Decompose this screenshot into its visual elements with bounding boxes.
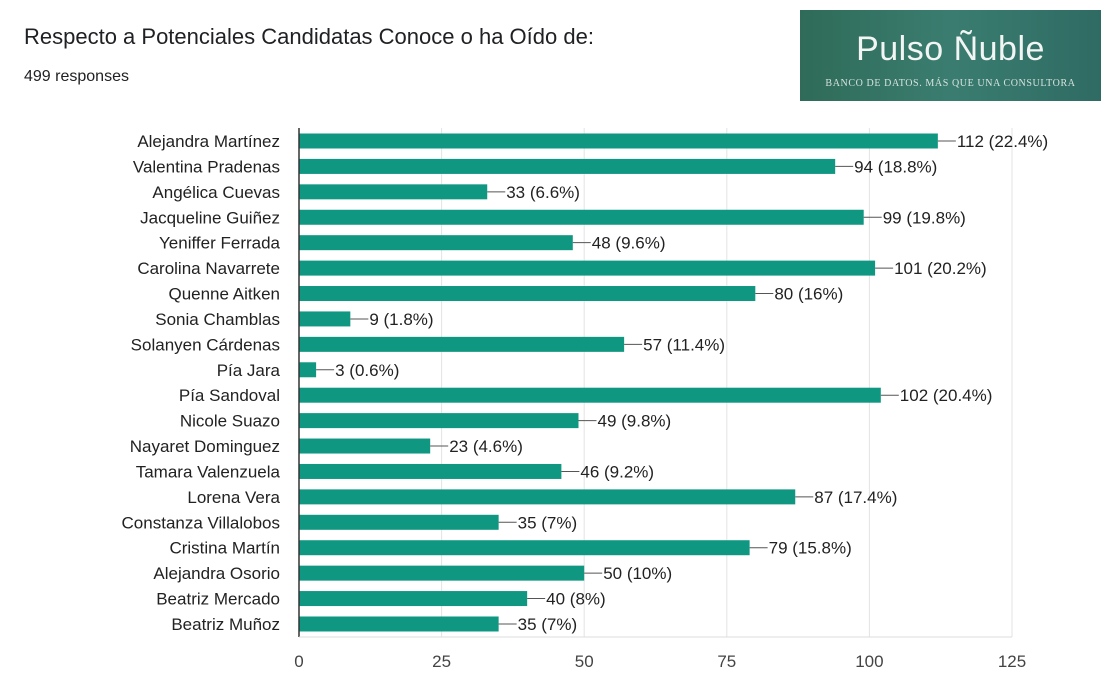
category-label-18: Beatriz Mercado (156, 590, 280, 609)
bar-10 (299, 387, 881, 403)
bar-19 (299, 616, 499, 632)
labels: 0 25 50 75 100 125 Alejandra Martínez 112 (22.4… (122, 132, 1049, 671)
category-label-14: Lorena Vera (187, 488, 280, 507)
value-label-18: 40 (8%) (546, 590, 606, 609)
value-label-17: 50 (10%) (603, 564, 672, 583)
x-tick-label-100: 100 (855, 652, 883, 671)
bar-11 (299, 413, 579, 429)
value-label-12: 23 (4.6%) (449, 437, 523, 456)
brand-logo: Pulso Ñuble BANCO DE DATOS. MÁS QUE UNA … (800, 10, 1101, 101)
value-label-2: 33 (6.6%) (506, 183, 580, 202)
category-label-10: Pía Sandoval (179, 386, 280, 405)
category-label-15: Constanza Villalobos (122, 513, 280, 532)
bar-5 (299, 260, 876, 276)
bar-13 (299, 463, 562, 479)
category-label-8: Solanyen Cárdenas (131, 335, 280, 354)
category-label-5: Carolina Navarrete (137, 259, 280, 278)
value-label-7: 9 (1.8%) (369, 310, 433, 329)
bar-1 (299, 158, 836, 174)
category-label-17: Alejandra Osorio (153, 564, 280, 583)
category-label-16: Cristina Martín (169, 539, 280, 558)
bar-3 (299, 209, 864, 225)
x-tick-label-50: 50 (575, 652, 594, 671)
value-label-1: 94 (18.8%) (854, 157, 937, 176)
value-label-13: 46 (9.2%) (580, 462, 654, 481)
response-count: 499 responses (24, 68, 129, 85)
chart-title: Respecto a Potenciales Candidatas Conoce… (24, 24, 594, 49)
category-label-7: Sonia Chamblas (155, 310, 280, 329)
value-label-11: 49 (9.8%) (597, 412, 671, 431)
category-label-4: Yeniffer Ferrada (159, 234, 281, 253)
value-label-15: 35 (7%) (518, 513, 578, 532)
category-label-12: Nayaret Dominguez (130, 437, 280, 456)
bar-6 (299, 286, 756, 302)
category-label-1: Valentina Pradenas (133, 157, 280, 176)
bar-15 (299, 514, 499, 530)
x-tick-label-0: 0 (294, 652, 303, 671)
category-label-13: Tamara Valenzuela (136, 462, 281, 481)
bar-17 (299, 565, 585, 581)
value-label-6: 80 (16%) (774, 285, 843, 304)
value-label-14: 87 (17.4%) (814, 488, 897, 507)
category-label-9: Pía Jara (217, 361, 281, 380)
logo-tagline: BANCO DE DATOS. MÁS QUE UNA CONSULTORA (825, 78, 1076, 89)
category-label-2: Angélica Cuevas (152, 183, 280, 202)
bar-0 (299, 133, 938, 149)
value-label-10: 102 (20.4%) (900, 386, 993, 405)
value-label-4: 48 (9.6%) (592, 234, 666, 253)
bar-4 (299, 235, 573, 251)
value-label-16: 79 (15.8%) (769, 539, 852, 558)
x-tick-label-25: 25 (432, 652, 451, 671)
category-label-19: Beatriz Muñoz (171, 615, 280, 634)
value-label-3: 99 (19.8%) (883, 208, 966, 227)
bar-14 (299, 489, 796, 505)
bar-12 (299, 438, 431, 454)
axes (298, 128, 1012, 638)
x-tick-label-75: 75 (717, 652, 736, 671)
value-label-0: 112 (22.4%) (957, 132, 1048, 151)
category-label-6: Quenne Aitken (168, 285, 280, 304)
value-label-9: 3 (0.6%) (335, 361, 399, 380)
value-label-5: 101 (20.2%) (894, 259, 987, 278)
bars (299, 133, 938, 632)
category-label-0: Alejandra Martínez (137, 132, 280, 151)
bar-7 (299, 311, 351, 327)
category-label-11: Nicole Suazo (180, 412, 280, 431)
category-label-3: Jacqueline Guiñez (140, 208, 280, 227)
value-label-19: 35 (7%) (518, 615, 578, 634)
bar-2 (299, 184, 488, 200)
bar-18 (299, 591, 528, 607)
gridlines (441, 128, 1013, 637)
value-label-8: 57 (11.4%) (643, 335, 725, 354)
bar-8 (299, 336, 625, 352)
x-tick-label-125: 125 (998, 652, 1026, 671)
logo-name: Pulso Ñuble (856, 30, 1045, 68)
bar-9 (299, 362, 317, 378)
bar-16 (299, 540, 750, 556)
